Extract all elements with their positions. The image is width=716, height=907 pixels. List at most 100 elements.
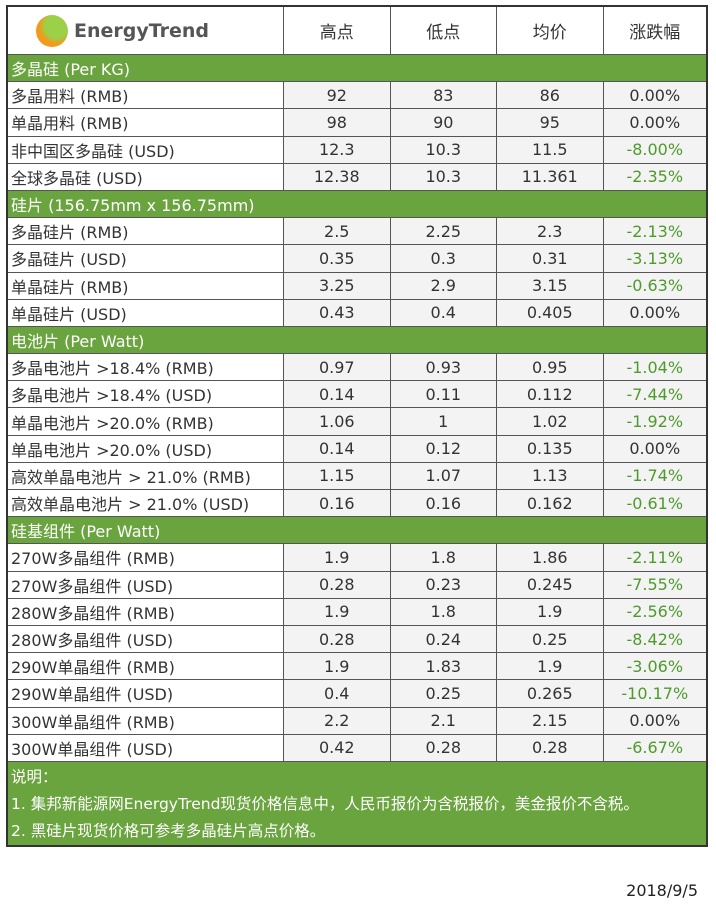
logo: EnergyTrend: [8, 7, 283, 54]
product-name: 多晶用料 (RMB): [11, 87, 129, 107]
average-value: 0.31: [496, 245, 603, 272]
average-value: 0.405: [496, 299, 603, 326]
product-name: 多晶硅片 (RMB): [11, 223, 129, 243]
average-value: 0.162: [496, 490, 603, 517]
high-value: 12.38: [283, 163, 390, 190]
table-row: 280W多晶组件 (RMB) 1.9 1.8 1.9 -2.56%: [8, 597, 706, 625]
product-name: 290W单晶组件 (USD): [11, 685, 174, 705]
low-value: 0.25: [389, 680, 496, 707]
product-name: 280W多晶组件 (USD): [11, 631, 174, 651]
low-value: 0.11: [389, 381, 496, 408]
high-value: 0.14: [283, 381, 390, 408]
table-row: 单晶硅片 (USD) 0.43 0.4 0.405 0.00%: [8, 298, 706, 326]
change-value: 0.00%: [602, 435, 706, 462]
low-value: 0.4: [389, 299, 496, 326]
average-value: 0.245: [496, 571, 603, 598]
column-header-high: 高点: [283, 7, 390, 54]
product-name: 290W单晶组件 (RMB): [11, 658, 175, 678]
section-header: 硅基组件 (Per Watt): [8, 516, 706, 544]
low-value: 0.23: [389, 571, 496, 598]
change-value: 0.00%: [602, 299, 706, 326]
change-value: -8.00%: [602, 136, 706, 163]
date: 2018/9/5: [626, 881, 698, 900]
high-value: 0.28: [283, 625, 390, 653]
product-name: 270W多晶组件 (USD): [11, 576, 174, 596]
average-value: 11.5: [496, 136, 603, 163]
low-value: 1.8: [389, 598, 496, 625]
low-value: 10.3: [389, 163, 496, 190]
high-value: 12.3: [283, 136, 390, 163]
column-header-change: 涨跌幅: [602, 7, 706, 54]
low-value: 2.1: [389, 707, 496, 734]
high-value: 0.97: [283, 354, 390, 381]
high-value: 1.9: [283, 653, 390, 680]
high-value: 1.06: [283, 408, 390, 435]
change-value: -7.44%: [602, 381, 706, 408]
change-value: -0.61%: [602, 490, 706, 517]
change-value: -2.56%: [602, 598, 706, 625]
table-row: 290W单晶组件 (RMB) 1.9 1.83 1.9 -3.06%: [8, 652, 706, 680]
product-name: 多晶电池片 >18.4% (USD): [11, 386, 213, 406]
product-name: 全球多晶硅 (USD): [11, 168, 143, 188]
change-value: 0.00%: [602, 109, 706, 136]
change-value: -2.11%: [602, 544, 706, 571]
table-row: 全球多晶硅 (USD) 12.38 10.3 11.361 -2.35%: [8, 162, 706, 190]
average-value: 1.13: [496, 462, 603, 489]
product-name: 非中国区多晶硅 (USD): [11, 141, 175, 161]
low-value: 90: [389, 109, 496, 136]
high-value: 1.9: [283, 544, 390, 571]
high-value: 0.43: [283, 299, 390, 326]
product-name: 单晶硅片 (RMB): [11, 277, 129, 297]
change-value: -7.55%: [602, 571, 706, 598]
table-row: 300W单晶组件 (USD) 0.42 0.28 0.28 -6.67%: [8, 733, 706, 761]
product-name: 280W多晶组件 (RMB): [11, 603, 175, 623]
low-value: 0.12: [389, 435, 496, 462]
price-table: EnergyTrend 高点 低点 均价 涨跌幅 多晶硅 (Per KG) 多晶用…: [6, 5, 708, 847]
change-value: -0.63%: [602, 272, 706, 299]
change-value: -1.92%: [602, 408, 706, 435]
notes: 说明： 1. 集邦新能源网EnergyTrend现货价格信息中，人民币报价为含税…: [8, 760, 706, 845]
logo-text: EnergyTrend: [74, 19, 210, 42]
average-value: 0.95: [496, 354, 603, 381]
product-name: 多晶电池片 >18.4% (RMB): [11, 359, 214, 379]
low-value: 0.24: [389, 625, 496, 653]
notes-title: 说明：: [11, 767, 58, 786]
table-row: 单晶电池片 >20.0% (RMB) 1.06 1 1.02 -1.92%: [8, 407, 706, 435]
high-value: 0.42: [283, 734, 390, 761]
high-value: 2.5: [283, 218, 390, 245]
high-value: 0.4: [283, 680, 390, 707]
note-item: 2. 黑硅片现货价格可参考多晶硅片高点价格。: [11, 821, 326, 840]
product-name: 高效单晶电池片 > 21.0% (RMB): [11, 467, 251, 487]
table-row: 多晶电池片 >18.4% (USD) 0.14 0.11 0.112 -7.44%: [8, 380, 706, 408]
average-value: 0.112: [496, 381, 603, 408]
table-row: 单晶用料 (RMB) 98 90 95 0.00%: [8, 108, 706, 136]
table-row: 280W多晶组件 (USD) 0.28 0.24 0.25 -8.42%: [8, 624, 706, 653]
leaf-logo-icon: [36, 14, 68, 47]
low-value: 10.3: [389, 136, 496, 163]
low-value: 83: [389, 82, 496, 109]
table-row: 多晶硅片 (USD) 0.35 0.3 0.31 -3.13%: [8, 244, 706, 272]
high-value: 98: [283, 109, 390, 136]
table-row: 多晶硅片 (RMB) 2.5 2.25 2.3 -2.13%: [8, 217, 706, 245]
product-name: 单晶硅片 (USD): [11, 304, 127, 324]
average-value: 1.02: [496, 408, 603, 435]
low-value: 2.25: [389, 218, 496, 245]
high-value: 0.16: [283, 490, 390, 517]
table-row: 单晶电池片 >20.0% (USD) 0.14 0.12 0.135 0.00%: [8, 434, 706, 462]
section-header: 电池片 (Per Watt): [8, 325, 706, 354]
change-value: -8.42%: [602, 625, 706, 653]
change-value: 0.00%: [602, 82, 706, 109]
average-value: 3.15: [496, 272, 603, 299]
low-value: 1.07: [389, 462, 496, 489]
change-value: -2.13%: [602, 218, 706, 245]
average-value: 11.361: [496, 163, 603, 190]
high-value: 0.35: [283, 245, 390, 272]
change-value: -1.74%: [602, 462, 706, 489]
high-value: 3.25: [283, 272, 390, 299]
low-value: 0.28: [389, 734, 496, 761]
table-row: 单晶硅片 (RMB) 3.25 2.9 3.15 -0.63%: [8, 271, 706, 299]
header-row: EnergyTrend 高点 低点 均价 涨跌幅: [8, 7, 706, 54]
change-value: 0.00%: [602, 707, 706, 734]
low-value: 0.3: [389, 245, 496, 272]
average-value: 95: [496, 109, 603, 136]
